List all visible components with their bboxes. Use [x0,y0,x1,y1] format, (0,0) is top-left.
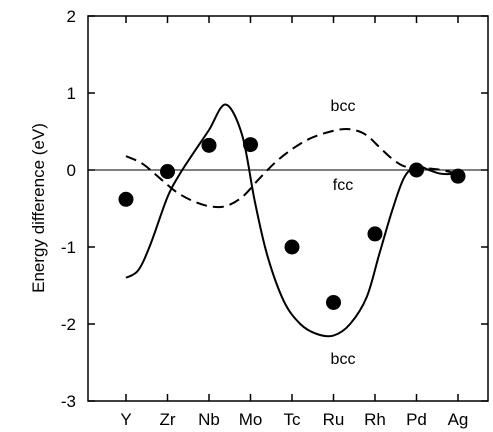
y-axis-title: Energy difference (eV) [29,123,48,293]
annotation-fcc: fcc [333,177,353,194]
data-point-nb [201,137,217,153]
y-tick-label-3: -1 [61,238,76,257]
y-tick-marks [88,15,488,402]
y-tick-label-0: 2 [67,7,76,26]
annotation-bcc-bottom: bcc [331,351,356,368]
plot-area [87,15,489,402]
data-point-y [118,191,134,207]
data-point-pd [409,162,424,178]
data-point-ag [450,168,466,184]
x-tick-labels: Y Zr Nb Mo Tc Ru Rh Pd Ag [120,410,468,429]
x-tick-label-y: Y [120,410,131,429]
plot-frame [87,15,489,402]
dashed-curve-1 [125,127,459,209]
y-tick-label-4: -2 [61,315,76,334]
x-tick-marks [125,16,459,401]
y-tick-label-1: 1 [67,84,76,103]
x-tick-label-nb: Nb [198,410,220,429]
y-tick-labels: 2 1 0 -1 -2 -3 [61,7,76,411]
x-tick-label-zr: Zr [159,410,175,429]
x-tick-label-rh: Rh [364,410,386,429]
x-tick-label-tc: Tc [284,410,302,429]
data-point-tc [284,239,300,255]
y-tick-label-5: -3 [61,392,76,411]
solid-curve-0 [125,103,459,338]
y-tick-label-2: 0 [67,161,76,180]
x-tick-label-pd: Pd [406,410,427,429]
series-group [118,103,466,338]
data-point-mo [243,137,258,153]
data-point-rh [367,226,383,242]
annotation-bcc-top: bcc [331,98,356,115]
x-tick-label-ag: Ag [448,410,469,429]
x-tick-label-ru: Ru [323,410,345,429]
data-point-zr [160,164,175,180]
x-tick-label-mo: Mo [239,410,263,429]
data-point-ru [326,294,341,310]
